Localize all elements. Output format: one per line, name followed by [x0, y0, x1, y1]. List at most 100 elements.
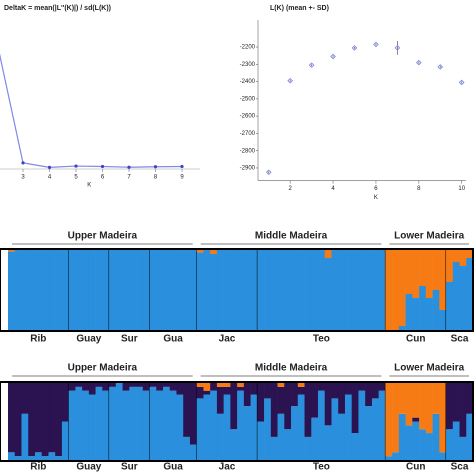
ancestry-segment: [61, 421, 69, 460]
ancestry-segment: [264, 398, 272, 460]
data-point: [100, 164, 105, 169]
ancestry-segment: [183, 383, 191, 437]
population-label: Guay: [76, 334, 101, 345]
ancestry-segment: [311, 383, 319, 418]
ancestry-segment: [378, 390, 386, 460]
ancestry-segment: [48, 452, 56, 460]
ancestry-segment: [156, 250, 164, 330]
ancestry-segment: [196, 398, 204, 460]
ancestry-segment: [149, 386, 157, 460]
ancestry-segment: [466, 250, 474, 258]
ancestry-segment: [419, 429, 427, 460]
ancestry-segment: [68, 383, 76, 391]
ancestry-segment: [88, 394, 96, 460]
ancestry-segment: [412, 421, 420, 460]
data-point: [415, 59, 422, 66]
x-tick-label: 8: [154, 175, 158, 181]
population-label: Sca: [451, 462, 469, 473]
ancestry-segment: [331, 250, 339, 330]
ancestry-segment: [452, 383, 460, 422]
ancestry-segment: [41, 250, 49, 330]
ancestry-segment: [129, 250, 137, 330]
ancestry-segment: [398, 383, 406, 414]
ancestry-segment: [109, 386, 117, 460]
ancestry-segment: [311, 417, 319, 460]
ancestry-segment: [183, 250, 191, 330]
data-point: [330, 53, 336, 60]
ancestry-segment: [122, 390, 130, 460]
ancestry-segment: [412, 298, 420, 330]
ancestry-segment: [270, 436, 278, 460]
ancestry-segment: [351, 383, 359, 434]
y-tick-label: -2900: [240, 166, 256, 172]
ancestry-segment: [385, 456, 393, 460]
x-tick-label: 8: [417, 186, 421, 192]
ancestry-segment: [95, 386, 103, 460]
ancestry-segment: [28, 250, 36, 330]
ancestry-segment: [324, 250, 332, 258]
ancestry-segment: [156, 390, 164, 460]
population-label: Cun: [406, 462, 425, 473]
ancestry-segment: [75, 386, 83, 460]
ancestry-segment: [48, 383, 56, 453]
ancestry-segment: [82, 383, 90, 391]
ancestry-segment: [196, 386, 204, 399]
ancestry-segment: [338, 250, 346, 330]
ancestry-segment: [243, 383, 251, 407]
y-tick-label: -2800: [240, 148, 256, 154]
ancestry-segment: [55, 383, 63, 457]
ancestry-segment: [176, 250, 184, 330]
ancestry-segment: [371, 250, 379, 330]
ancestry-segment: [398, 250, 406, 326]
ancestry-segment: [230, 383, 238, 430]
ancestry-segment: [48, 250, 56, 330]
ancestry-segment: [28, 383, 36, 457]
ancestry-segment: [432, 413, 440, 460]
ancestry-segment: [41, 456, 49, 460]
ancestry-segment: [318, 383, 326, 391]
x-tick-label: 10: [458, 186, 465, 192]
ancestry-segment: [61, 250, 69, 330]
ancestry-segment: [270, 383, 278, 437]
ancestry-segment: [102, 383, 110, 391]
region-label: Upper Madeira: [68, 363, 138, 374]
ancestry-segment: [163, 383, 171, 387]
ancestry-segment: [95, 250, 103, 330]
x-tick-label: 4: [331, 186, 335, 192]
ancestry-segment: [365, 250, 373, 330]
ancestry-segment: [216, 413, 224, 460]
population-label: Gua: [163, 334, 183, 345]
data-point: [437, 64, 444, 70]
ancestry-segment: [378, 250, 386, 330]
ancestry-segment: [432, 250, 440, 290]
ancestry-segment: [75, 383, 83, 387]
ancestry-segment: [304, 436, 312, 460]
ancestry-segment: [8, 251, 16, 330]
ancestry-segment: [149, 383, 157, 387]
chart-title: L(K) (mean +- SD): [270, 5, 329, 12]
ancestry-segment: [277, 383, 285, 387]
population-label: Sca: [451, 334, 469, 345]
ancestry-segment: [88, 383, 96, 395]
ancestry-segment: [405, 383, 413, 426]
population-label: Jac: [219, 334, 236, 345]
data-point: [47, 165, 52, 169]
ancestry-segment: [8, 452, 16, 460]
ancestry-segment: [136, 386, 144, 460]
ancestry-segment: [142, 390, 150, 460]
ancestry-segment: [439, 452, 447, 460]
ancestry-segment: [250, 394, 258, 460]
population-label: Cun: [406, 334, 425, 345]
ancestry-segment: [68, 390, 76, 460]
ancestry-segment: [21, 250, 29, 330]
ancestry-segment: [257, 250, 265, 330]
ancestry-segment: [102, 390, 110, 460]
ancestry-segment: [452, 421, 460, 460]
y-tick-label: -2400: [240, 79, 256, 85]
ancestry-segment: [446, 250, 454, 282]
x-tick-label: 9: [180, 175, 184, 181]
ancestry-segment: [216, 386, 224, 414]
ancestry-segment: [34, 383, 42, 453]
ancestry-segment: [446, 429, 454, 460]
